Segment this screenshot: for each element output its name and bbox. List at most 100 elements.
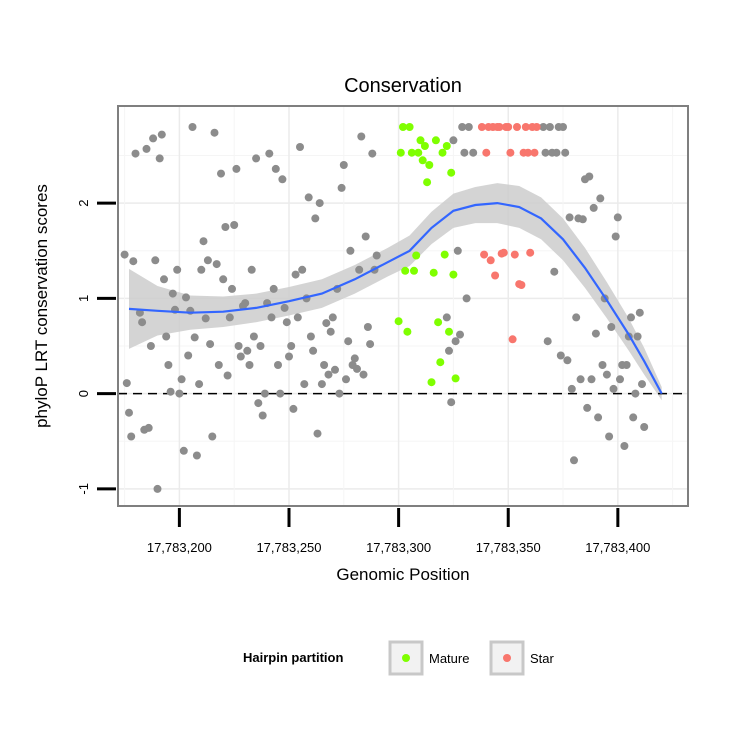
point-mature — [425, 161, 434, 169]
point-mature — [423, 178, 432, 187]
point-other — [346, 246, 355, 255]
legend-entry-star: Star — [489, 640, 555, 676]
point-other — [633, 332, 642, 341]
point-star — [477, 123, 486, 131]
point-mature — [436, 358, 445, 367]
point-other — [179, 446, 188, 455]
point-other — [552, 148, 561, 157]
point-mature — [399, 123, 407, 131]
point-other — [363, 323, 372, 331]
point-star — [486, 256, 495, 265]
point-other — [245, 361, 254, 369]
point-other — [464, 123, 473, 131]
point-other — [313, 429, 322, 438]
point-other — [195, 380, 204, 389]
point-other — [368, 149, 377, 158]
point-other — [570, 456, 578, 465]
point-mature — [440, 250, 449, 259]
point-other — [589, 203, 598, 212]
point-other — [225, 313, 234, 322]
point-other — [265, 149, 274, 158]
point-other — [565, 213, 574, 222]
point-mature — [442, 142, 451, 150]
point-other — [120, 250, 129, 259]
point-star — [508, 335, 517, 344]
point-star — [510, 250, 519, 259]
point-other — [199, 237, 208, 246]
point-other — [164, 361, 173, 369]
point-mature — [451, 374, 460, 383]
point-mature — [418, 156, 427, 165]
point-other — [129, 257, 138, 266]
point-other — [550, 267, 559, 276]
legend-label-mature: Mature — [429, 651, 469, 666]
point-mature — [416, 136, 425, 145]
point-other — [567, 384, 576, 393]
point-other — [230, 221, 239, 229]
point-other — [563, 356, 572, 365]
point-star — [521, 123, 530, 131]
point-other — [177, 375, 186, 384]
point-other — [232, 164, 241, 173]
point-other — [149, 134, 158, 143]
point-other — [598, 361, 607, 369]
point-other — [337, 183, 346, 192]
point-other — [613, 213, 622, 222]
legend-key-star — [489, 640, 525, 676]
point-other — [372, 251, 381, 260]
point-other — [173, 265, 182, 274]
point-other — [168, 289, 177, 298]
point-other — [627, 313, 635, 322]
point-other — [328, 313, 337, 322]
point-other — [309, 346, 318, 355]
point-other — [192, 451, 201, 460]
point-other — [335, 389, 344, 398]
plot-border — [117, 105, 689, 507]
point-star — [532, 123, 541, 131]
point-other — [445, 346, 453, 355]
point-other — [221, 223, 230, 231]
point-other — [166, 387, 175, 396]
point-star — [499, 248, 508, 257]
point-other — [587, 375, 596, 384]
point-other — [543, 337, 552, 346]
point-other — [142, 144, 151, 153]
point-other — [324, 370, 333, 379]
point-other — [236, 352, 245, 361]
point-other — [635, 308, 644, 317]
point-other — [151, 256, 160, 265]
point-mature — [420, 142, 429, 150]
point-other — [125, 408, 133, 417]
point-other — [342, 375, 350, 384]
point-other — [556, 351, 565, 360]
point-other — [122, 379, 131, 388]
point-other — [607, 323, 616, 331]
point-other — [252, 154, 261, 163]
point-other — [188, 123, 197, 131]
point-other — [197, 265, 206, 274]
point-other — [545, 123, 554, 131]
point-other — [631, 389, 640, 398]
x-tick-label: 17,783,400 — [585, 540, 650, 555]
point-other — [339, 161, 348, 169]
point-other — [271, 164, 280, 173]
point-other — [247, 265, 256, 274]
point-other — [539, 123, 548, 131]
point-other — [212, 260, 221, 269]
legend-swatch-star — [503, 654, 511, 662]
point-other — [576, 375, 585, 384]
point-other — [638, 380, 646, 389]
point-other — [469, 148, 478, 157]
point-other — [157, 130, 166, 139]
point-other — [267, 313, 276, 322]
point-other — [138, 318, 147, 327]
point-other — [311, 214, 320, 223]
point-other — [572, 313, 581, 322]
point-mature — [449, 270, 458, 279]
point-mature — [403, 327, 412, 336]
point-star — [491, 271, 500, 280]
point-other — [184, 351, 193, 360]
point-other — [153, 484, 162, 493]
point-other — [451, 337, 460, 346]
y-tick-label: -1 — [76, 483, 91, 495]
